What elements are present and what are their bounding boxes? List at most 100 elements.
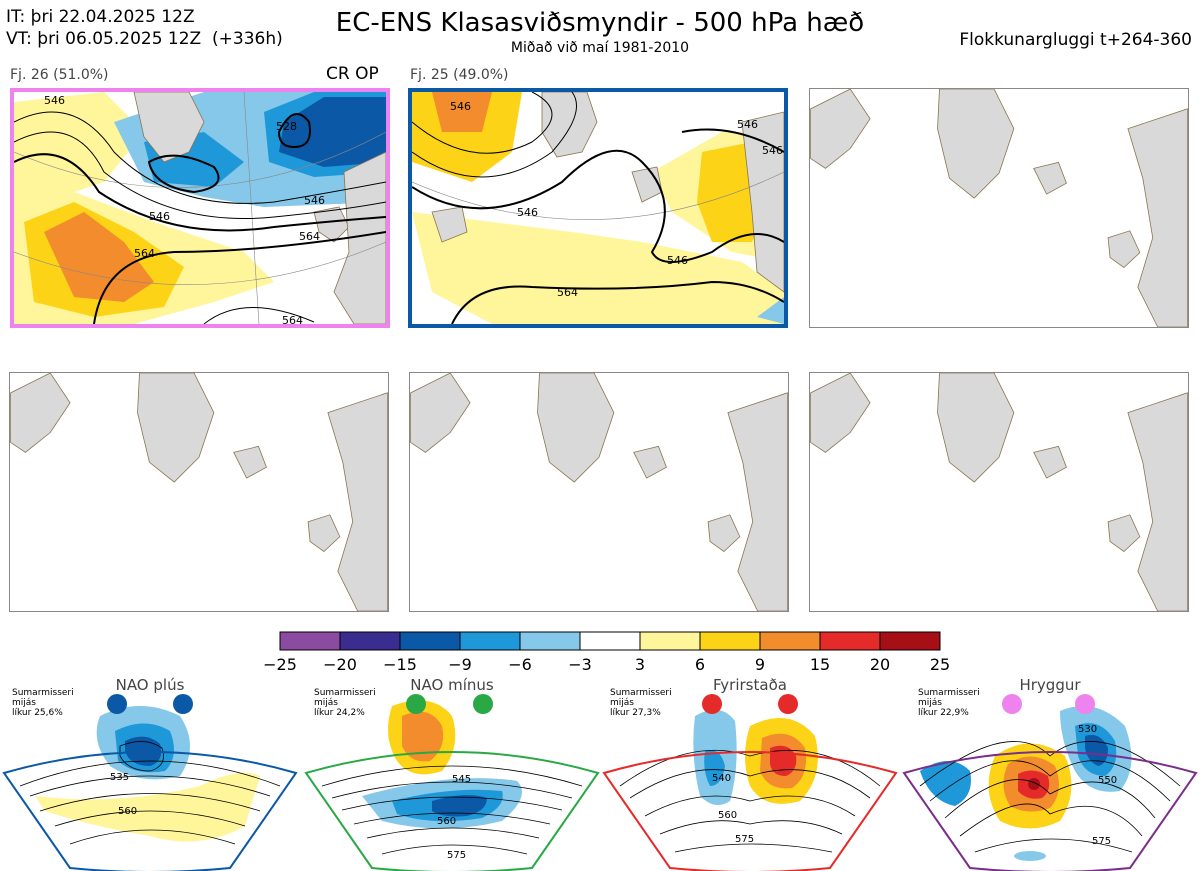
regime-marker bbox=[778, 694, 798, 714]
height-contour bbox=[919, 741, 1181, 787]
contour-label: 560 bbox=[118, 806, 137, 817]
header-times: IT: þri 22.04.2025 12Z VT: þri 06.05.2025… bbox=[6, 6, 283, 50]
contour-label: 546 bbox=[450, 100, 471, 113]
contour-label: 575 bbox=[447, 850, 466, 861]
height-contour bbox=[659, 820, 843, 835]
colorbar-tick-label: 20 bbox=[869, 655, 891, 674]
anomaly-positive-area bbox=[402, 711, 444, 762]
contour-label: 546 bbox=[762, 144, 783, 157]
panel-1-label: Fj. 26 (51.0%) bbox=[10, 67, 109, 83]
height-contour bbox=[39, 793, 261, 812]
height-contour bbox=[974, 838, 1133, 853]
height-contour bbox=[341, 796, 563, 811]
cluster-panel-1[interactable]: 546 528 546 546 564 564 564 bbox=[10, 88, 390, 328]
contour-label: 560 bbox=[718, 810, 737, 821]
land-iceland bbox=[1033, 445, 1067, 479]
colorbar-bin bbox=[339, 631, 401, 651]
cluster-panel-2[interactable]: 546 546 546 546 564 546 bbox=[408, 88, 788, 328]
colorbar-bin bbox=[459, 631, 521, 651]
land-british-isles bbox=[313, 206, 350, 243]
land-iceland bbox=[1033, 161, 1067, 195]
height-contour-thick bbox=[681, 128, 784, 153]
regime-nao-plus[interactable]: 535 560 NAO plús Sumarmisseri mijás líku… bbox=[0, 676, 300, 871]
contour-label: 564 bbox=[282, 314, 303, 324]
colorbar-tick-label: −25 bbox=[263, 655, 297, 674]
regime-marker bbox=[473, 694, 493, 714]
empty-map-outline bbox=[10, 373, 388, 611]
empty-map-outline bbox=[810, 373, 1188, 611]
colorbar-tick-label: −15 bbox=[383, 655, 417, 674]
page-title: EC-ENS Klasasviðsmyndir - 500 hPa hæð bbox=[335, 8, 865, 38]
colorbar-tick-label: −20 bbox=[323, 655, 357, 674]
height-contour bbox=[119, 741, 164, 772]
regime-marker bbox=[406, 694, 426, 714]
land-europe bbox=[727, 392, 788, 611]
land-north-america bbox=[410, 373, 471, 453]
height-contour bbox=[321, 765, 583, 787]
empty-map-outline bbox=[410, 373, 788, 611]
cluster-panel-5[interactable] bbox=[409, 372, 789, 612]
empty-map-outline bbox=[810, 89, 1188, 327]
height-contour bbox=[203, 307, 315, 324]
height-contour-thick bbox=[277, 113, 311, 149]
height-contour bbox=[54, 810, 246, 827]
colorbar-bin bbox=[879, 631, 941, 651]
height-contour-thick bbox=[93, 231, 386, 324]
anomaly-peak bbox=[1028, 778, 1040, 790]
colorbar-bin bbox=[759, 631, 821, 651]
regime-frame bbox=[2, 751, 298, 871]
height-contour-thick bbox=[14, 153, 386, 232]
land-europe bbox=[741, 111, 784, 293]
contour-label: 575 bbox=[1092, 836, 1111, 847]
regime-marker bbox=[1002, 694, 1022, 714]
contour-label: 564 bbox=[299, 230, 320, 243]
colorbar-bin bbox=[519, 631, 581, 651]
height-contour bbox=[14, 111, 386, 204]
cluster-map-2: 546 546 546 546 564 546 bbox=[412, 92, 784, 324]
anomaly-positive-area bbox=[412, 212, 784, 324]
init-time: IT: þri 22.04.2025 12Z bbox=[6, 7, 195, 27]
contour-label: 546 bbox=[149, 210, 170, 223]
height-contour-thick bbox=[147, 154, 220, 194]
regime-map-nao-minus: 545 560 575 bbox=[304, 694, 600, 871]
colorbar-tick-label: 3 bbox=[634, 655, 646, 674]
contour-label: 535 bbox=[110, 772, 129, 783]
land-greenland bbox=[541, 92, 598, 158]
anomaly-negative-area bbox=[704, 750, 725, 786]
cluster-map-1: 546 528 546 546 564 564 564 bbox=[14, 92, 386, 324]
regime-title: Hryggur bbox=[1019, 676, 1081, 694]
land-british-isles bbox=[1107, 514, 1141, 553]
cluster-panel-3[interactable] bbox=[809, 88, 1189, 328]
regime-title: Fyrirstaða bbox=[713, 676, 787, 694]
land-europe bbox=[327, 392, 388, 611]
height-contour-thick bbox=[412, 149, 784, 263]
regime-marker bbox=[1075, 694, 1095, 714]
height-contour bbox=[644, 795, 856, 817]
regime-frame bbox=[902, 751, 1198, 871]
regime-blocking[interactable]: 540 560 575 Fyrirstaða Sumarmisseri mijá… bbox=[600, 676, 900, 871]
valid-time: VT: þri 06.05.2025 12Z (+336h) bbox=[6, 29, 283, 49]
land-north-america bbox=[810, 89, 871, 169]
land-greenland bbox=[537, 373, 615, 483]
height-contour bbox=[69, 829, 236, 845]
colorbar-tick-label: 9 bbox=[754, 655, 766, 674]
regime-nao-minus[interactable]: 545 560 575 NAO mínus Sumarmisseri mijás… bbox=[302, 676, 602, 871]
cluster-panel-4[interactable] bbox=[9, 372, 389, 612]
regime-marker bbox=[107, 694, 127, 714]
contour-label: 540 bbox=[712, 773, 731, 784]
contour-label: 530 bbox=[1078, 724, 1097, 735]
colorbar-tick-label: 25 bbox=[929, 655, 951, 674]
page-subtitle: Miðað við maí 1981-2010 bbox=[510, 40, 690, 56]
anomaly-negative-area bbox=[279, 97, 386, 167]
regime-marker bbox=[702, 694, 722, 714]
height-contour bbox=[381, 844, 528, 855]
cluster-panel-6[interactable] bbox=[809, 372, 1189, 612]
height-contour bbox=[412, 92, 553, 154]
anomaly-negative-area bbox=[432, 795, 487, 817]
colorbar-tick-label: −3 bbox=[568, 655, 592, 674]
regime-map-blocking: 540 560 575 bbox=[602, 694, 898, 871]
regime-ridge[interactable]: 530 550 575 Hryggur Sumarmisseri mijás l… bbox=[900, 676, 1200, 871]
land-north-america bbox=[810, 373, 871, 453]
anomaly-positive-area bbox=[44, 212, 154, 302]
contour-label: 546 bbox=[304, 194, 325, 207]
